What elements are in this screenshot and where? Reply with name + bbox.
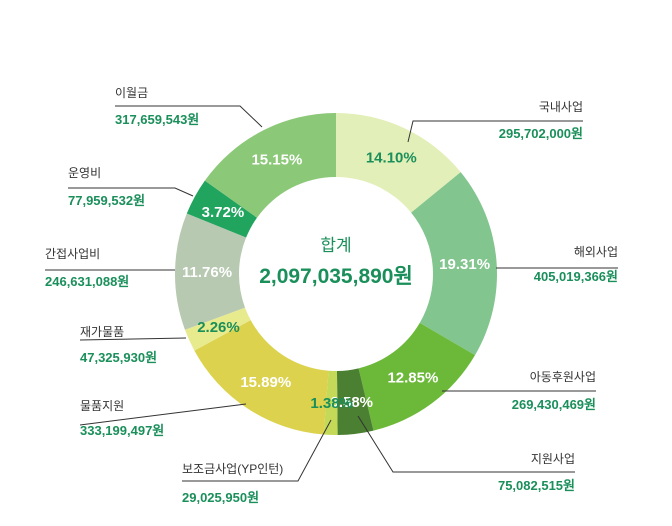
leader-line-9 [115,105,263,128]
percent-label-4: 1.38% [310,395,353,412]
donut-slices [175,113,497,435]
leader-line-3 [357,415,575,473]
percent-label-5: 15.89% [240,374,291,391]
category-amount-5: 333,199,497원 [80,423,164,438]
percent-label-3: 3.58% [330,394,373,411]
slice-4 [323,370,338,435]
center-title: 합계 [320,236,351,255]
category-name-7: 간접사업비 [45,247,100,261]
slice-6 [184,307,251,351]
category-name-5: 물품지원 [80,399,124,413]
leader-line-8 [68,187,194,197]
category-name-8: 운영비 [68,166,101,180]
leader-line-4 [182,419,332,482]
category-name-0: 국내사업 [539,100,583,114]
category-amount-2: 269,430,469원 [512,397,596,412]
category-name-3: 지원사업 [531,452,575,466]
category-name-6: 재가물품 [80,325,124,339]
center-total: 2,097,035,890원 [259,265,413,288]
slice-3 [336,368,374,435]
slice-0 [336,113,461,213]
slice-5 [194,320,329,435]
category-amount-8: 77,959,532원 [68,193,145,208]
category-amount-9: 317,659,543원 [115,112,199,127]
category-name-2: 아동후원사업 [530,370,596,384]
category-name-1: 해외사업 [574,245,618,259]
percent-label-8: 3.72% [202,204,245,221]
slice-9 [204,113,336,218]
leader-line-5 [79,403,247,426]
leader-lines [45,105,618,482]
percent-labels: 14.10% 19.31% 12.85% 3.58%1.38% 15.89% 2.26% 1… [182,149,490,411]
percent-label-1: 19.31% [439,256,490,273]
slice-8 [186,180,257,238]
category-name-4: 보조금사업(YP인턴) [182,462,283,476]
category-amount-1: 405,019,366원 [534,269,618,284]
percent-label-9: 15.15% [251,151,302,168]
category-amount-6: 47,325,930원 [80,350,157,365]
percent-label-2: 12.85% [387,370,438,387]
category-amount-4: 29,025,950원 [182,490,259,505]
percent-label-6: 2.26% [197,319,240,336]
leader-line-0 [407,120,583,143]
slice-7 [175,213,247,330]
percent-label-0: 14.10% [366,149,417,166]
category-amount-3: 75,082,515원 [498,478,575,493]
slice-1 [411,172,497,356]
category-amount-7: 246,631,088원 [45,274,129,289]
slice-2 [358,322,476,431]
leader-line-6 [79,337,187,341]
category-name-9: 이월금 [115,86,148,100]
category-amount-0: 295,702,000원 [499,126,583,141]
percent-label-7: 11.76% [182,264,232,281]
